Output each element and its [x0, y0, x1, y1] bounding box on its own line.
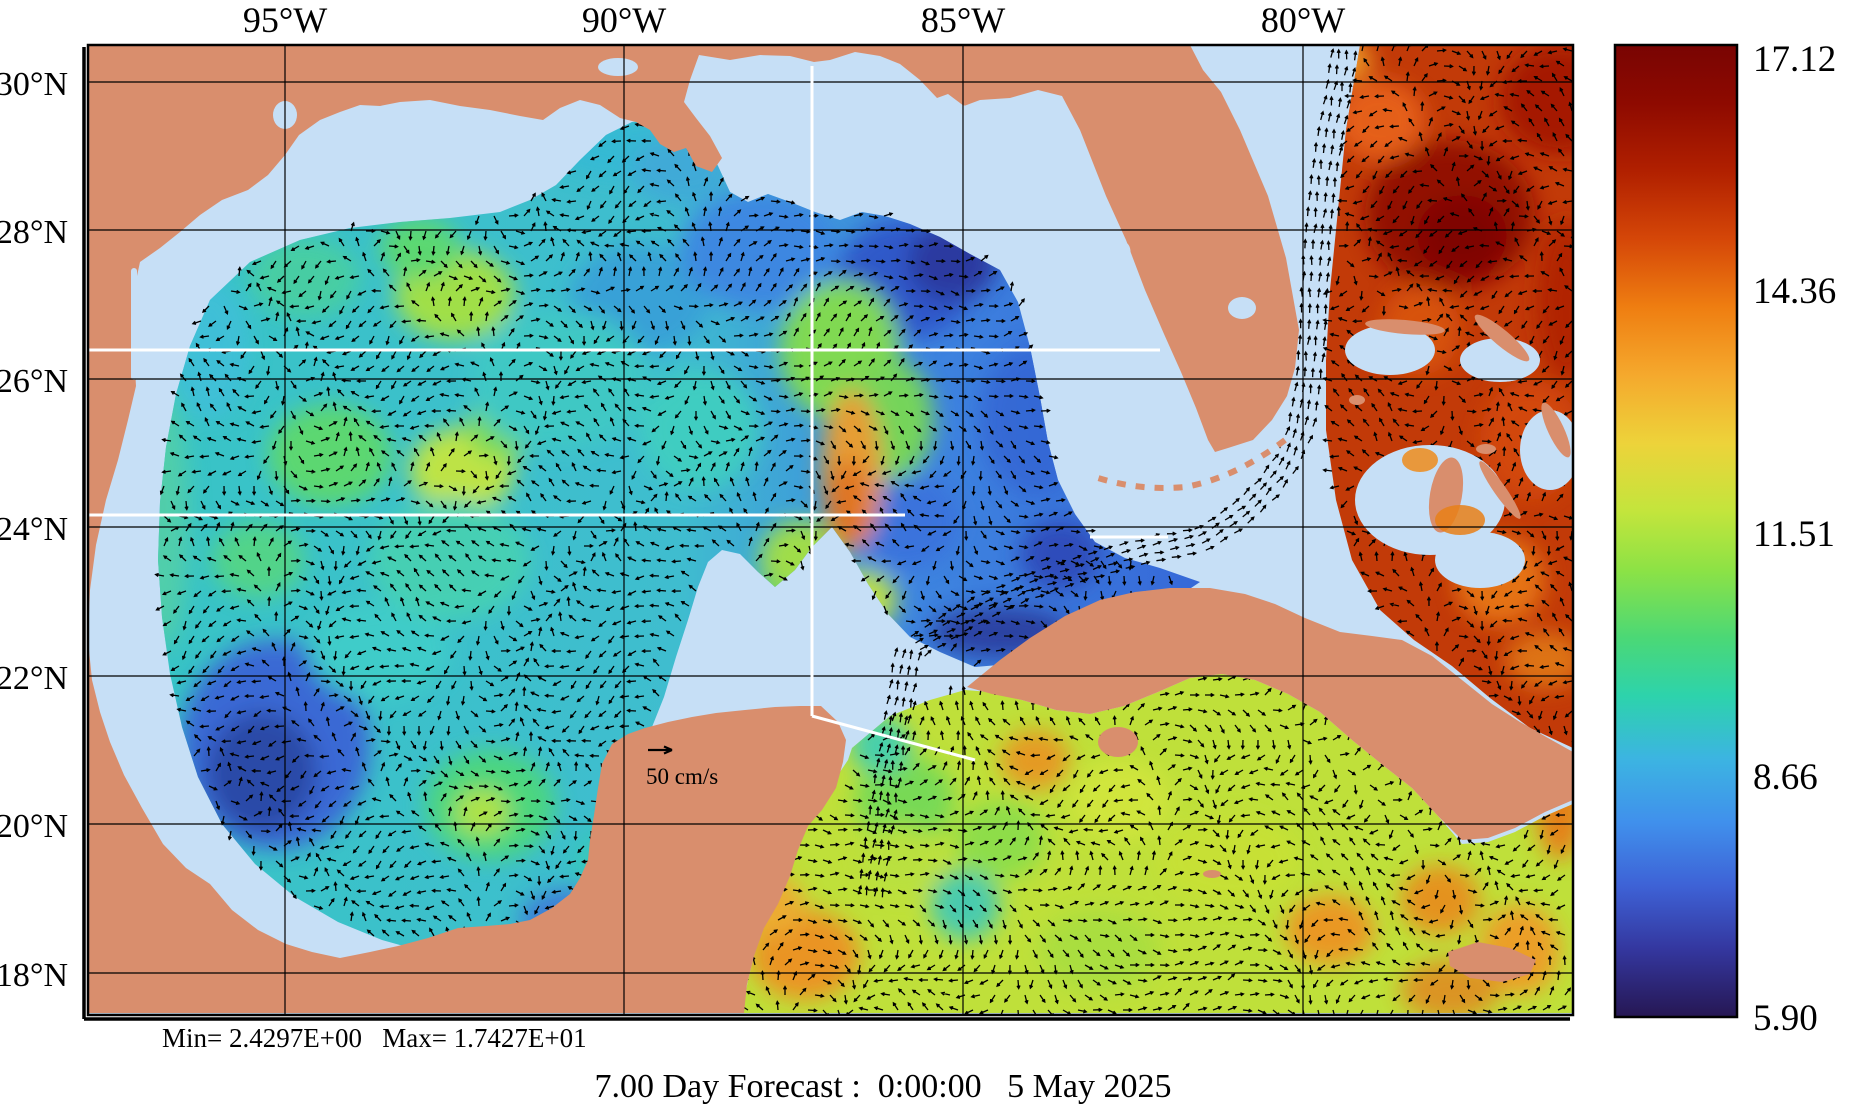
isla-juventud: [1098, 727, 1138, 757]
lat-label-20n: 20°N: [0, 808, 68, 845]
section-lines: [88, 66, 1168, 762]
colorbar-tick-4: 8.66: [1753, 757, 1818, 798]
scale-label: 50 cm/s: [646, 764, 718, 789]
jamaica-island: [1448, 942, 1536, 982]
lat-label-30n: 30°N: [0, 66, 68, 103]
scale-arrow-icon: [648, 745, 673, 755]
florida-keys: [1097, 437, 1287, 491]
colorbar: 17.12 14.36 11.51 8.66 5.90: [1613, 39, 1836, 1039]
lat-label-28n: 28°N: [0, 214, 68, 251]
vector-scale-legend: 50 cm/s: [646, 745, 718, 789]
lon-label-85w: 85°W: [921, 0, 1005, 40]
north-america-landmass: [88, 45, 1299, 1013]
colorbar-tick-max: 17.12: [1753, 39, 1836, 80]
lat-label-26n: 26°N: [0, 363, 68, 400]
land-layer: [88, 45, 1573, 1013]
forecast-caption: 7.00 Day Forecast : 0:00:00 5 May 2025: [595, 1068, 1172, 1105]
lon-label-95w: 95°W: [243, 0, 327, 40]
colorbar-gradient: [1613, 43, 1739, 1019]
lat-label-22n: 22°N: [0, 660, 68, 697]
map-frame: [82, 43, 1575, 1021]
min-max-stats: Min= 2.4297E+00 Max= 1.7427E+01: [162, 1023, 587, 1053]
longitude-axis: 95°W 90°W 85°W 80°W: [243, 0, 1345, 40]
latitude-axis: 30°N 28°N 26°N 24°N 22°N 20°N 18°N: [0, 66, 68, 994]
cayman-island: [1203, 870, 1221, 878]
colorbar-tick-min: 5.90: [1753, 998, 1818, 1039]
cuba-island: [967, 588, 1573, 840]
lon-label-80w: 80°W: [1261, 0, 1345, 40]
colorbar-tick-3: 11.51: [1753, 514, 1835, 555]
colorbar-tick-2: 14.36: [1753, 271, 1836, 312]
coastal-bays: [131, 58, 1256, 380]
lon-label-90w: 90°W: [582, 0, 666, 40]
graticule-gridlines: [88, 45, 1573, 1015]
lat-label-18n: 18°N: [0, 957, 68, 994]
lat-label-24n: 24°N: [0, 511, 68, 548]
current-vector-arrows: [154, 45, 1573, 1015]
